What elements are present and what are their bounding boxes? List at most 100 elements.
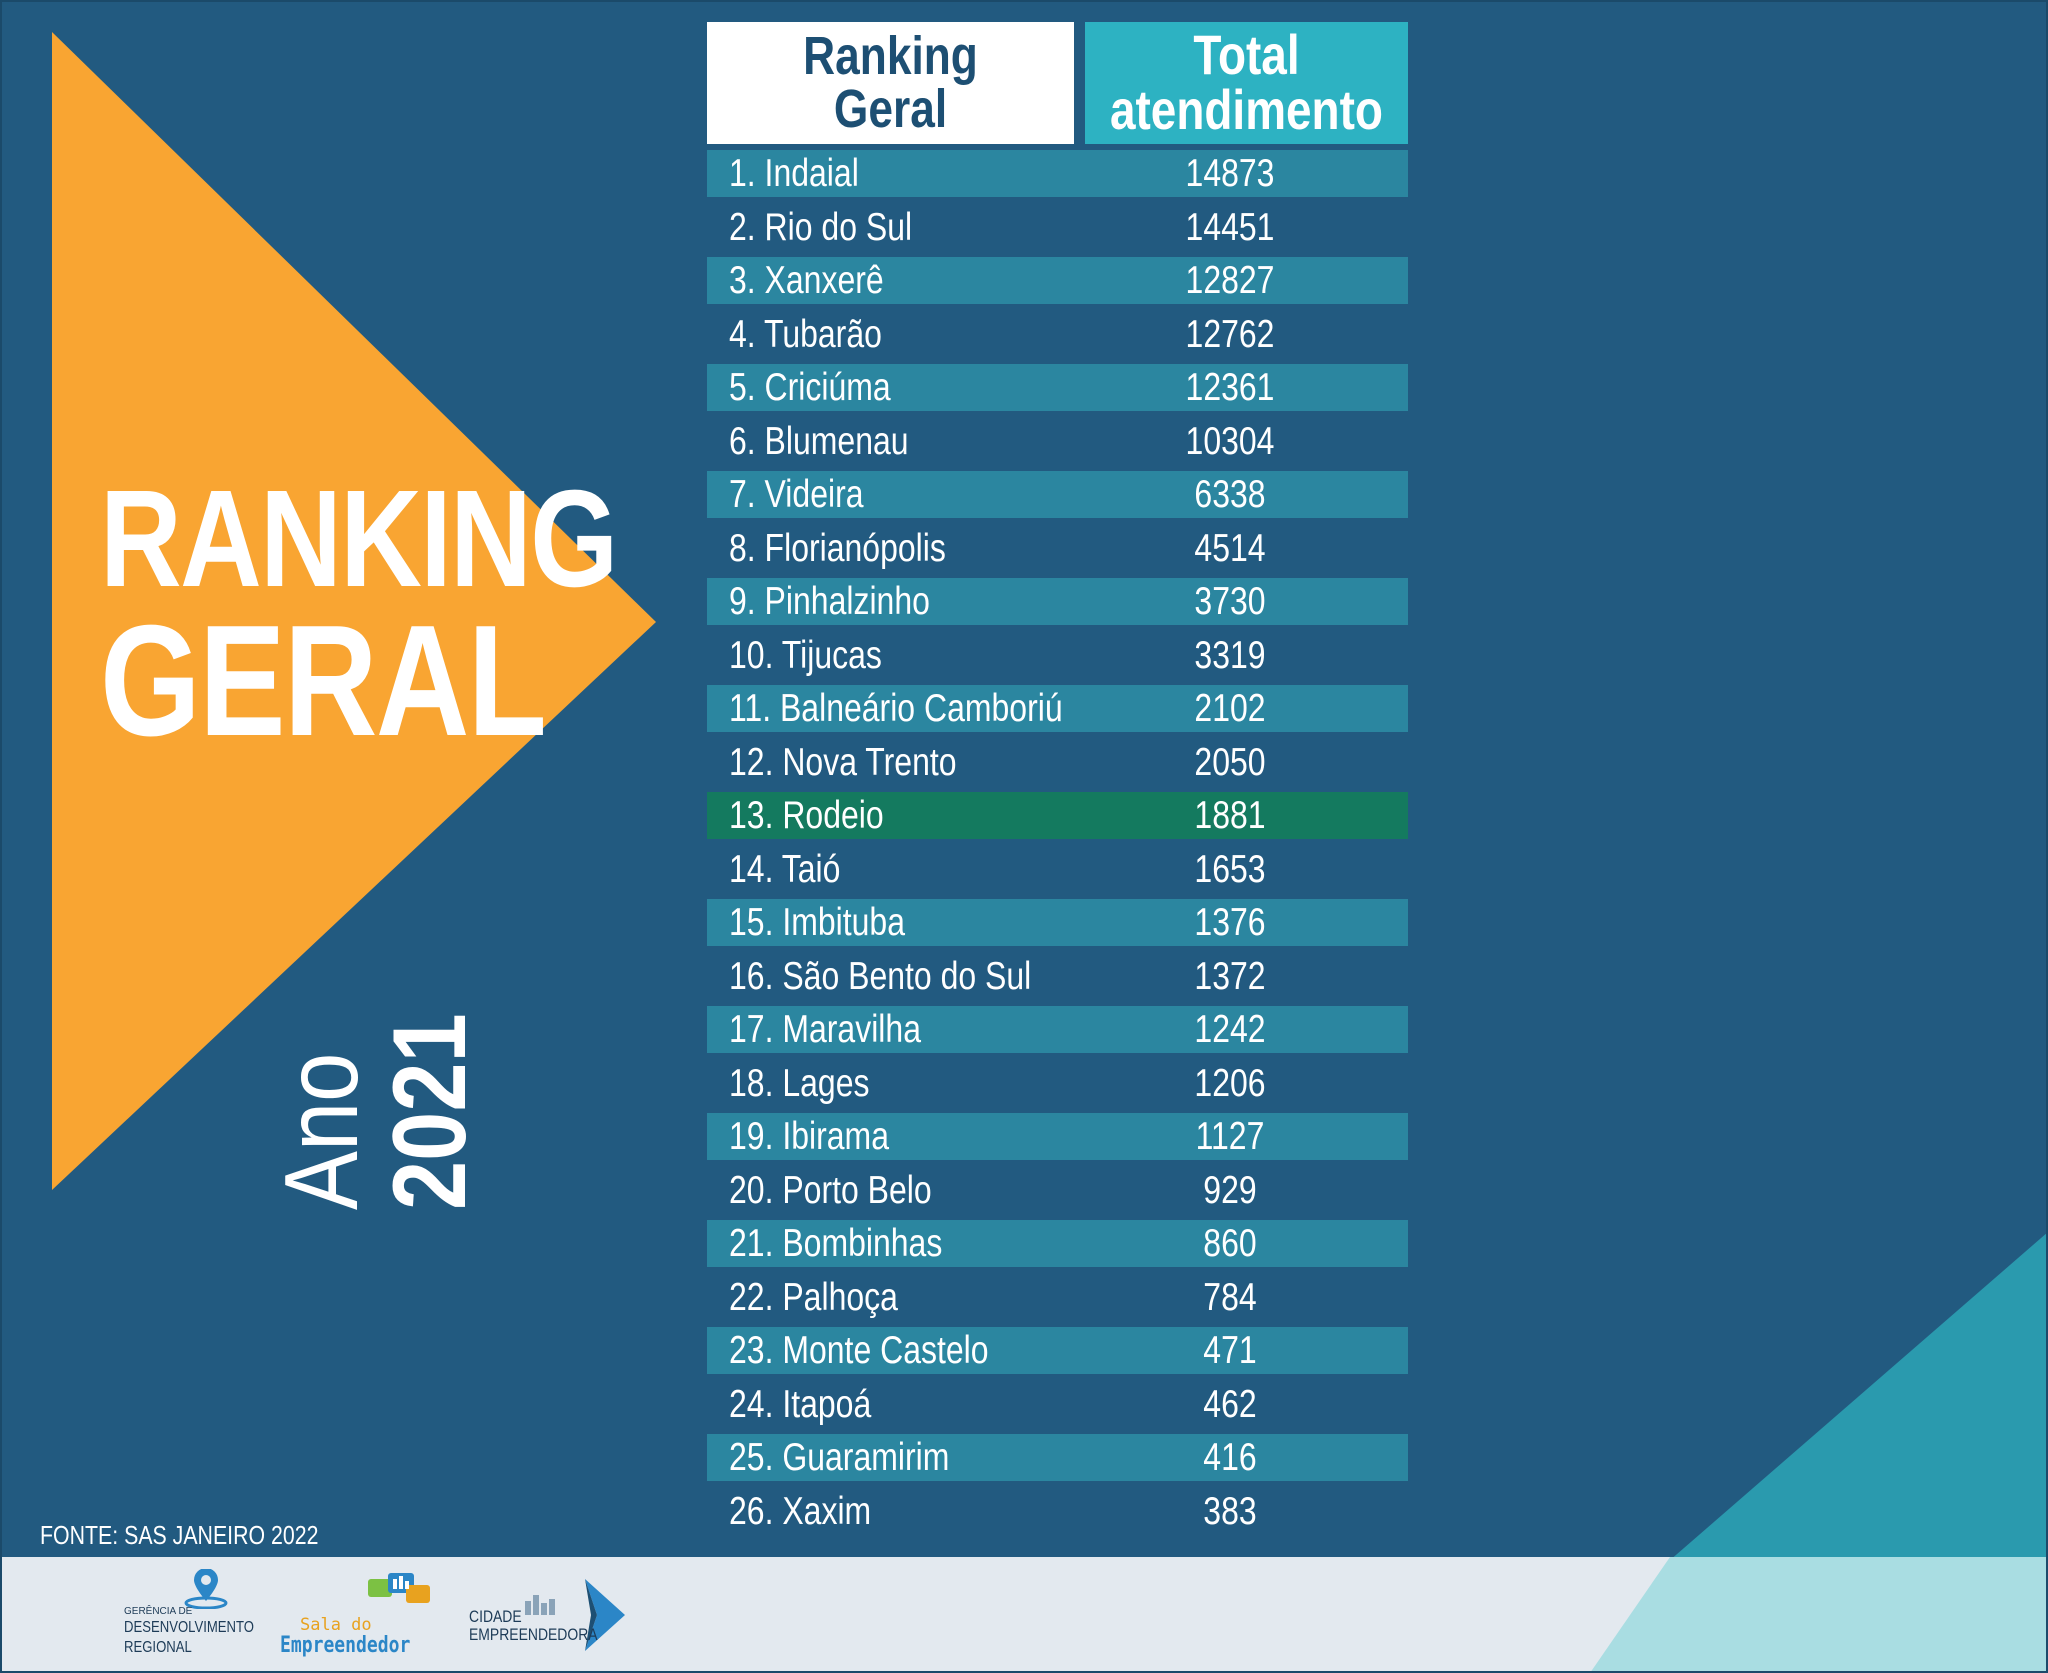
- row-value: 12361: [1185, 366, 1275, 409]
- table-row: 25. Guaramirim 416: [707, 1434, 1408, 1481]
- city-arrow-icon: [525, 1579, 625, 1651]
- row-value: 1372: [1194, 955, 1266, 998]
- sala-logo-line2: Empreendedor: [280, 1633, 411, 1658]
- row-label: 13. Rodeio: [729, 794, 884, 837]
- poster-title: RANKING GERAL: [100, 462, 618, 769]
- row-label: 18. Lages: [729, 1062, 870, 1105]
- row-label: 24. Itapoá: [729, 1383, 872, 1426]
- row-label: 21. Bombinhas: [729, 1222, 943, 1265]
- table-row: 13. Rodeio 1881: [707, 792, 1408, 839]
- row-label: 3. Xanxerê: [729, 259, 884, 302]
- table-row: 14. Taió 1653: [707, 846, 1408, 893]
- footer-light-corner: [1590, 1557, 2048, 1673]
- row-value: 1127: [1195, 1115, 1265, 1158]
- cidade-logo-line1: CIDADE: [469, 1607, 522, 1626]
- table-row: 22. Palhoça 784: [707, 1274, 1408, 1321]
- row-label: 11. Balneário Camboriú: [729, 687, 1063, 730]
- row-value: 3730: [1194, 580, 1266, 623]
- row-label: 14. Taió: [729, 848, 841, 891]
- row-value: 860: [1203, 1222, 1257, 1265]
- row-label: 10. Tijucas: [729, 634, 882, 677]
- table-row: 6. Blumenau 10304: [707, 418, 1408, 465]
- row-value: 12762: [1185, 313, 1275, 356]
- row-value: 1206: [1194, 1062, 1266, 1105]
- row-label: 7. Videira: [729, 473, 864, 516]
- row-label: 25. Guaramirim: [729, 1436, 950, 1479]
- row-value: 929: [1203, 1169, 1257, 1212]
- table-row: 4. Tubarão 12762: [707, 311, 1408, 358]
- row-label: 8. Florianópolis: [729, 527, 946, 570]
- row-value: 1376: [1194, 901, 1266, 944]
- year-block: Ano 2021: [264, 1010, 488, 1210]
- table-row: 2. Rio do Sul 14451: [707, 204, 1408, 251]
- year-label: Ano: [264, 1052, 380, 1210]
- row-value: 12827: [1185, 259, 1275, 302]
- logo-strip: GERÊNCIA DE DESENVOLVIMENTO REGIONAL Sal…: [0, 1557, 2048, 1673]
- table-row: 1. Indaial 14873: [707, 150, 1408, 197]
- table-row: 15. Imbituba 1376: [707, 899, 1408, 946]
- table-row: 23. Monte Castelo 471: [707, 1327, 1408, 1374]
- column-header-ranking-line2: Geral: [833, 79, 948, 139]
- row-value: 1653: [1194, 848, 1266, 891]
- row-label: 19. Ibirama: [729, 1115, 889, 1158]
- table-row: 7. Videira 6338: [707, 471, 1408, 518]
- cidade-empreendedora-logo: CIDADE EMPREENDEDORA: [465, 1573, 635, 1663]
- table-row: 20. Porto Belo 929: [707, 1167, 1408, 1214]
- year-value: 2021: [372, 1013, 488, 1210]
- column-header-ranking-line1: Ranking: [803, 26, 978, 87]
- row-label: 20. Porto Belo: [729, 1169, 932, 1212]
- column-header-total-line1: Total: [1193, 23, 1300, 87]
- row-value: 3319: [1194, 634, 1266, 677]
- row-label: 12. Nova Trento: [729, 741, 957, 784]
- row-value: 1881: [1194, 794, 1266, 837]
- gdr-logo: GERÊNCIA DE DESENVOLVIMENTO REGIONAL: [122, 1569, 282, 1663]
- row-label: 6. Blumenau: [729, 420, 909, 463]
- row-label: 23. Monte Castelo: [729, 1329, 989, 1372]
- sala-logo-line1: Sala do: [300, 1615, 372, 1635]
- table-row: 9. Pinhalzinho 3730: [707, 578, 1408, 625]
- row-value: 462: [1203, 1383, 1257, 1426]
- source-note: FONTE: SAS JANEIRO 2022: [40, 1520, 319, 1550]
- orange-triangle: [52, 32, 656, 1190]
- row-value: 14873: [1185, 152, 1275, 195]
- row-value: 6338: [1194, 473, 1266, 516]
- row-value: 1242: [1194, 1008, 1266, 1051]
- table-row: 18. Lages 1206: [707, 1060, 1408, 1107]
- row-label: 5. Criciúma: [729, 366, 891, 409]
- table-row: 3. Xanxerê 12827: [707, 257, 1408, 304]
- row-label: 16. São Bento do Sul: [729, 955, 1032, 998]
- column-header-total: Total atendimento: [1085, 22, 1408, 144]
- row-value: 2050: [1194, 741, 1266, 784]
- row-label: 17. Maravilha: [729, 1008, 921, 1051]
- table-row: 26. Xaxim 383: [707, 1488, 1408, 1535]
- table-row: 8. Florianópolis 4514: [707, 525, 1408, 572]
- table-row: 12. Nova Trento 2050: [707, 739, 1408, 786]
- table-row: 17. Maravilha 1242: [707, 1006, 1408, 1053]
- row-label: 4. Tubarão: [729, 313, 882, 356]
- row-value: 10304: [1185, 420, 1275, 463]
- cidade-logo-line2: EMPREENDEDORA: [469, 1625, 598, 1644]
- row-label: 22. Palhoça: [729, 1276, 898, 1319]
- speech-bubbles-icon: [368, 1573, 430, 1603]
- table-row: 19. Ibirama 1127: [707, 1113, 1408, 1160]
- location-pin-icon: [184, 1569, 228, 1609]
- row-label: 26. Xaxim: [729, 1490, 872, 1533]
- column-header-ranking: Ranking Geral: [707, 22, 1074, 144]
- row-value: 383: [1203, 1490, 1257, 1533]
- row-label: 1. Indaial: [729, 152, 859, 195]
- poster-title-line1: RANKING: [100, 462, 618, 616]
- row-label: 15. Imbituba: [729, 901, 906, 944]
- column-header-total-line2: atendimento: [1110, 78, 1384, 141]
- row-value: 416: [1203, 1436, 1257, 1479]
- table-row: 5. Criciúma 12361: [707, 364, 1408, 411]
- table-row: 16. São Bento do Sul 1372: [707, 953, 1408, 1000]
- gdr-logo-line3: REGIONAL: [124, 1639, 192, 1656]
- row-value: 2102: [1194, 687, 1266, 730]
- gdr-logo-line2: DESENVOLVIMENTO: [124, 1619, 255, 1636]
- poster-title-line2: GERAL: [100, 593, 547, 769]
- table-row: 21. Bombinhas 860: [707, 1220, 1408, 1267]
- sala-empreendedor-logo: Sala do Empreendedor: [278, 1571, 448, 1661]
- row-label: 2. Rio do Sul: [729, 206, 913, 249]
- row-label: 9. Pinhalzinho: [729, 580, 930, 623]
